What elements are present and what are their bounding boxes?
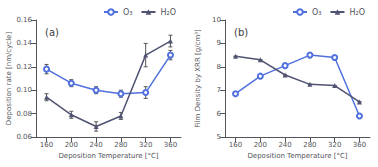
svg-text:8: 8 (217, 63, 221, 71)
svg-text:200: 200 (65, 141, 78, 149)
svg-text:Deposition Temperature [°C]: Deposition Temperature [°C] (58, 152, 158, 160)
svg-text:H₂O: H₂O (160, 8, 176, 17)
svg-text:360: 360 (353, 141, 366, 149)
svg-text:360: 360 (164, 141, 177, 149)
svg-text:160: 160 (40, 141, 53, 149)
svg-text:6: 6 (217, 110, 222, 118)
svg-text:(a): (a) (45, 27, 59, 38)
svg-text:10: 10 (212, 16, 221, 24)
svg-text:5: 5 (217, 133, 221, 141)
svg-text:0.16: 0.16 (16, 16, 32, 24)
svg-text:0.08: 0.08 (16, 110, 32, 118)
svg-text:240: 240 (89, 141, 102, 149)
svg-text:O₃: O₃ (123, 8, 133, 17)
svg-text:320: 320 (139, 141, 152, 149)
svg-text:O₃: O₃ (312, 8, 322, 17)
svg-text:H₂O: H₂O (349, 8, 365, 17)
svg-text:Film Density by XRR [g/cm³]: Film Density by XRR [g/cm³] (194, 29, 202, 128)
svg-text:0.10: 0.10 (16, 86, 32, 94)
svg-text:Deposition Temperature [°C]: Deposition Temperature [°C] (247, 152, 347, 160)
svg-text:7: 7 (217, 86, 221, 94)
svg-text:240: 240 (278, 141, 291, 149)
svg-text:280: 280 (114, 141, 127, 149)
svg-text:9: 9 (217, 39, 221, 47)
svg-text:0.14: 0.14 (16, 39, 32, 47)
svg-text:160: 160 (229, 141, 242, 149)
svg-text:280: 280 (303, 141, 316, 149)
svg-text:320: 320 (328, 141, 341, 149)
svg-text:0.06: 0.06 (16, 133, 32, 141)
svg-text:200: 200 (254, 141, 267, 149)
svg-text:(b): (b) (234, 27, 248, 38)
svg-text:0.12: 0.12 (16, 63, 32, 71)
svg-text:Deposition rate [nm/cycle]: Deposition rate [nm/cycle] (5, 32, 13, 126)
